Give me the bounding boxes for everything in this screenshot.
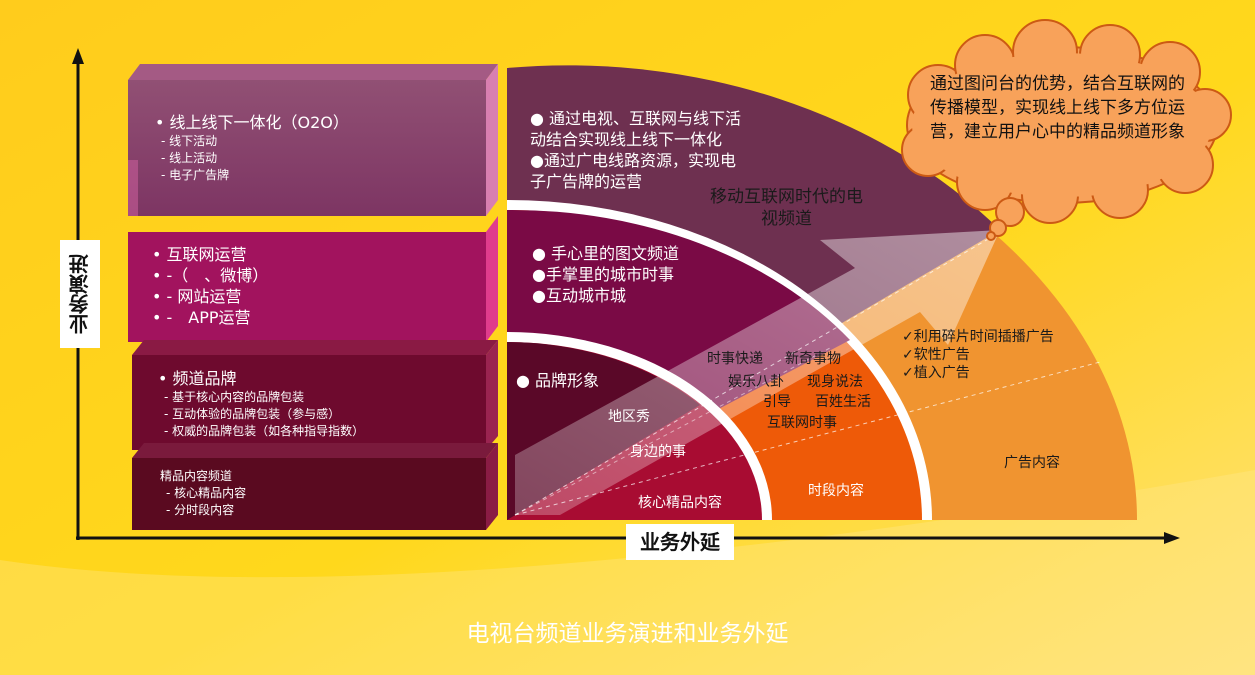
label-news-express: 时事快递 (707, 351, 763, 367)
arrow-label-line: 视频道 (761, 209, 812, 229)
box-brand-item: - 权威的品牌包装（如各种指导指数） (164, 424, 365, 438)
core-content-label: 核心精品内容 (638, 495, 722, 511)
internet-description: ● 手心里的图文频道 ●手掌里的城市时事 ●互动城市城 (532, 243, 679, 306)
ad-type-list: ✓利用碎片时间插播广告 ✓软性广告 ✓植入广告 (902, 328, 1054, 382)
x-axis-label: 业务外延 (626, 524, 734, 560)
region-label: 地区秀 (608, 409, 650, 425)
box-brand-shape (132, 340, 498, 450)
guide-line-1 (514, 237, 991, 516)
box-o2o-item: - 线下活动 (161, 134, 218, 148)
box-internet-item: • - APP运营 (152, 308, 251, 327)
box-content-shape (132, 443, 498, 530)
internet-description-line: ●手掌里的城市时事 (532, 265, 674, 284)
brand-description: ● 品牌形象 (516, 370, 599, 391)
guide-line-3 (514, 347, 831, 516)
box-o2o-shape (128, 64, 498, 216)
internet-description-line: ●互动城市城 (532, 286, 626, 305)
y-axis-label: 业务演进 (60, 240, 100, 348)
box-internet-item: • -（ 、微博） (152, 266, 269, 285)
box-content: 精品内容频道 - 核心精品内容 - 分时段内容 (160, 468, 246, 519)
box-brand-title: • 频道品牌 (158, 369, 237, 388)
o2o-description-line: ● 通过电视、互联网与线下活 (530, 109, 742, 128)
label-daily-life: 百姓生活 (815, 394, 871, 410)
box-o2o-item: - 电子广告牌 (161, 168, 230, 182)
ad-type-item: ✓软性广告 (902, 347, 970, 363)
o2o-description-line: 动结合实现线上线下一体化 (530, 130, 723, 149)
box-o2o: • 线上线下一体化（O2O） - 线下活动 - 线上活动 - 电子广告牌 (155, 112, 349, 184)
ad-type-item: ✓植入广告 (902, 365, 970, 381)
label-internet-news: 互联网时事 (767, 415, 837, 431)
ad-content-label: 广告内容 (1004, 455, 1060, 471)
thought-cloud (901, 19, 1232, 241)
o2o-description-line: ●通过广电线路资源，实现电 (530, 151, 736, 170)
box-content-title: 精品内容频道 (160, 469, 233, 483)
box-brand: • 频道品牌 - 基于核心内容的品牌包装 - 互动体验的品牌包装（参与感） - … (158, 368, 364, 440)
label-entertainment: 娱乐八卦 (728, 374, 784, 390)
box-brand-item: - 基于核心内容的品牌包装 (164, 390, 305, 404)
growth-arrow (515, 230, 1000, 515)
o2o-description: ● 通过电视、互联网与线下活 动结合实现线上线下一体化 ●通过广电线路资源，实现… (530, 108, 741, 192)
box-o2o-item: - 线上活动 (161, 151, 218, 165)
footer-title: 电视台频道业务演进和业务外延 (466, 621, 789, 647)
box-internet-shape (128, 216, 498, 342)
label-novelty: 新奇事物 (785, 351, 841, 367)
background-wave (0, 470, 1255, 675)
ad-type-item: ✓利用碎片时间插播广告 (902, 329, 1054, 345)
period-content-label: 时段内容 (808, 483, 864, 499)
brand-description-line: ● 品牌形象 (516, 371, 600, 390)
box-internet-title: • 互联网运营 (152, 245, 247, 264)
label-guidance: 引导 (763, 394, 791, 410)
box-content-item: - 核心精品内容 (166, 486, 247, 500)
box-o2o-title: • 线上线下一体化（O2O） (155, 113, 349, 132)
box-brand-item: - 互动体验的品牌包装（参与感） (164, 407, 341, 421)
internet-description-line: ● 手心里的图文频道 (532, 244, 680, 263)
box-content-item: - 分时段内容 (166, 503, 235, 517)
box-internet: • 互联网运营 • -（ 、微博） • - 网站运营 • - APP运营 (152, 244, 268, 328)
label-testimony: 现身说法 (807, 374, 863, 390)
arrow-label: 移动互联网时代的电 视频道 (710, 186, 863, 230)
x-axis-arrowhead (1164, 532, 1180, 544)
o2o-description-line: 子广告牌的运营 (530, 172, 643, 191)
arrow-label-line: 移动互联网时代的电 (710, 187, 863, 207)
y-axis-arrowhead (72, 48, 84, 64)
box-internet-item: • - 网站运营 (152, 287, 242, 306)
cloud-text: 通过图问台的优势，结合互联网的传播模型，实现线上线下多方位运营，建立用户心中的精… (930, 74, 1185, 142)
near-label: 身边的事 (630, 444, 686, 460)
